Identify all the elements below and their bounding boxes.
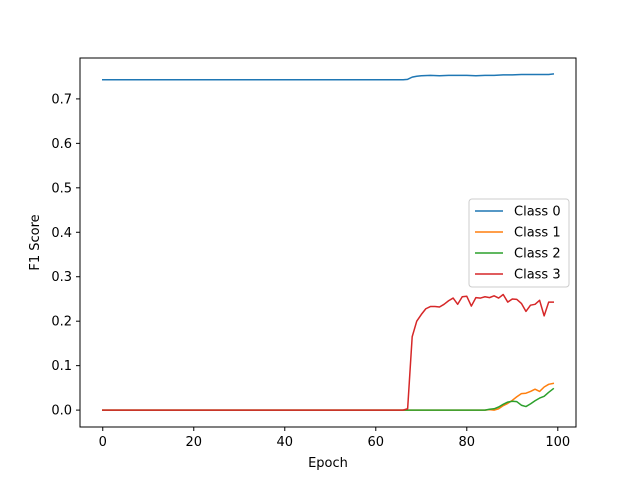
x-tick-label: 0 — [99, 435, 107, 450]
legend-entry-label: Class 1 — [514, 226, 561, 241]
legend-entry-label: Class 3 — [514, 268, 561, 283]
legend-entry-label: Class 0 — [514, 205, 561, 220]
legend-entry-label: Class 2 — [514, 247, 561, 262]
y-tick-label: 0.7 — [51, 92, 72, 107]
series-line-class-2 — [102, 387, 555, 411]
legend: Class 0 Class 1 Class 2 Class 3 — [468, 198, 570, 288]
legend-box — [468, 198, 570, 288]
y-tick-label: 0.6 — [51, 137, 72, 152]
y-tick-label: 0.2 — [51, 315, 72, 330]
x-axis-ticks: 0 20 40 60 80 100 — [99, 427, 570, 450]
y-tick-label: 0.5 — [51, 181, 72, 196]
plot-frame — [79, 57, 577, 428]
x-tick-label: 20 — [185, 435, 202, 450]
y-axis-label: F1 Score — [28, 214, 43, 270]
x-axis-label: Epoch — [308, 456, 348, 471]
series-line-class-1 — [102, 382, 555, 411]
y-axis-ticks: 0.0 0.1 0.2 0.3 0.4 0.5 0.6 0.7 — [51, 92, 80, 419]
x-tick-label: 40 — [276, 435, 293, 450]
x-tick-label: 60 — [368, 435, 385, 450]
y-tick-label: 0.0 — [51, 404, 72, 419]
y-tick-label: 0.3 — [51, 270, 72, 285]
series-line-class-0 — [102, 73, 555, 81]
y-tick-label: 0.1 — [51, 359, 72, 374]
series-line-class-3 — [102, 293, 554, 411]
x-tick-label: 80 — [459, 435, 476, 450]
x-tick-label: 100 — [545, 435, 570, 450]
y-tick-label: 0.4 — [51, 226, 72, 241]
series-layer — [102, 73, 555, 411]
